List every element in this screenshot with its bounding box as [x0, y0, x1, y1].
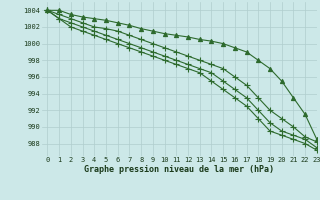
- X-axis label: Graphe pression niveau de la mer (hPa): Graphe pression niveau de la mer (hPa): [84, 165, 274, 174]
